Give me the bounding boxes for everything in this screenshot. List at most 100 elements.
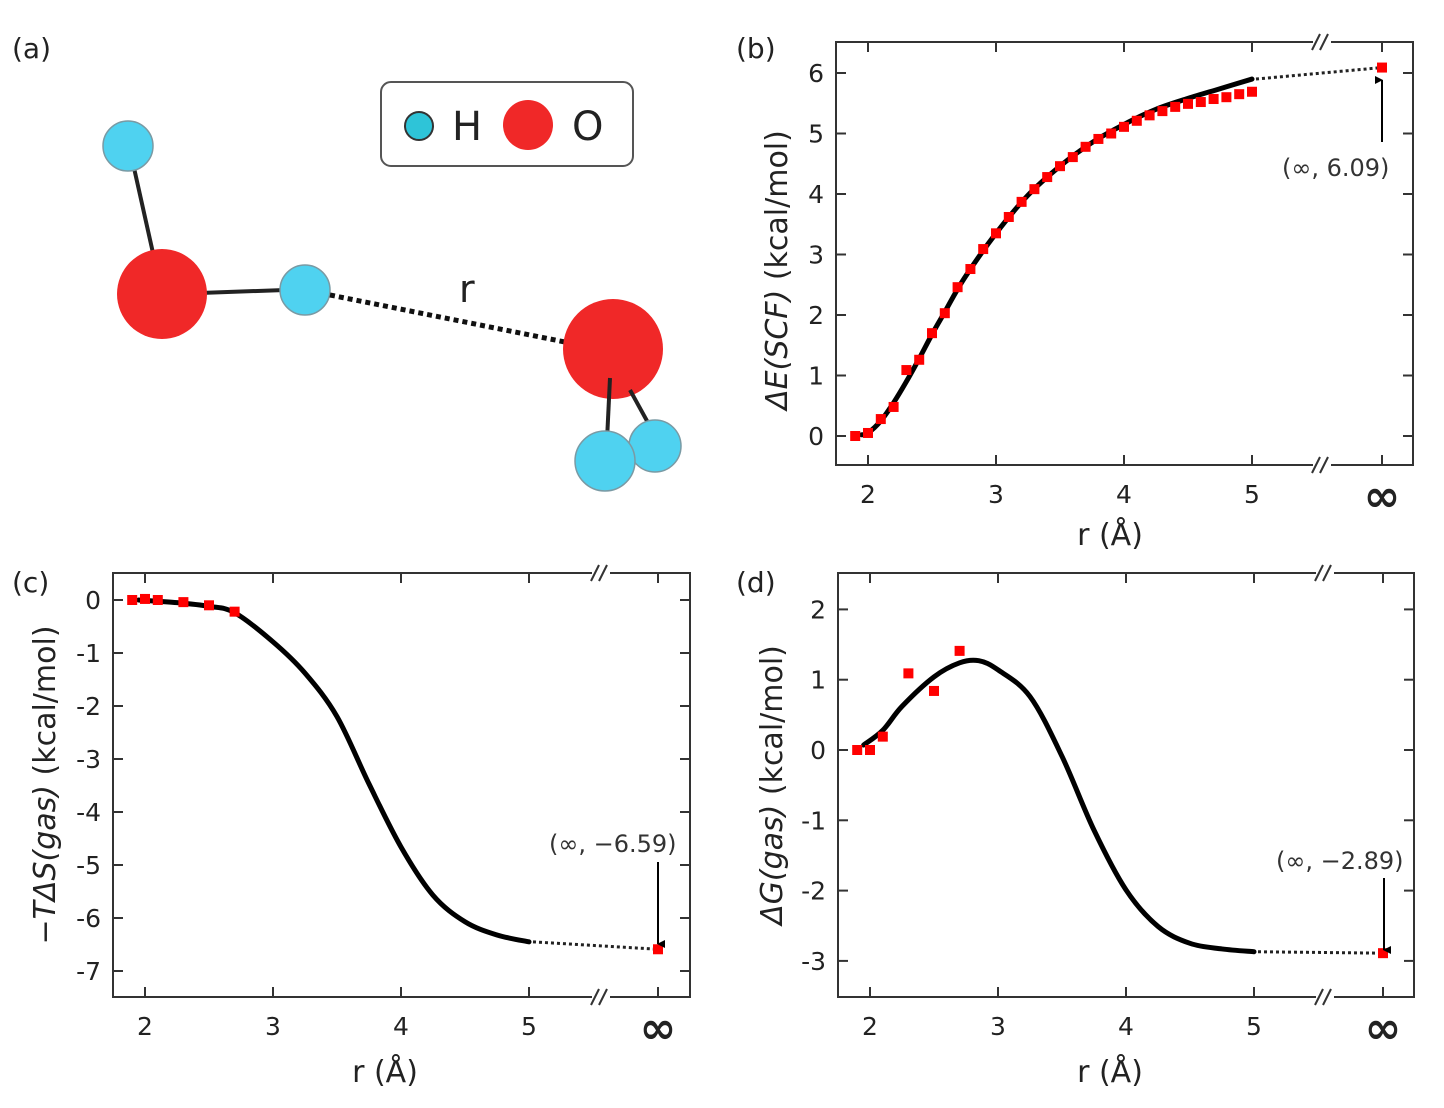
oxygen-atom [563, 299, 663, 399]
y-tick-label: 3 [808, 241, 824, 270]
fit-curve [859, 76, 1255, 438]
y-axis-title: −TΔS(gas) (kcal/mol) [28, 625, 63, 944]
panel-label-b: (b) [736, 32, 776, 65]
x-tick-label: 5 [521, 1012, 537, 1041]
data-point-marker [929, 685, 939, 696]
axis-break-gap [1313, 462, 1331, 468]
y-tick-label: 1 [808, 362, 824, 391]
x-tick-label: 2 [137, 1012, 153, 1041]
y-tick-label: 6 [808, 59, 824, 88]
axis-break-slash [1322, 564, 1332, 582]
x-tick-label-infinity: ∞ [1364, 471, 1401, 522]
infinity-data-point-marker [653, 944, 663, 955]
data-point-marker [1195, 97, 1206, 108]
plot-frame [112, 572, 691, 998]
charts: (b) 2 3 4 5 ∞ 0 1 2 3 4 5 6 r (Å) ΔE(SCF) (kcal/mol) (∞… [12, 32, 1415, 1090]
y-tick-label: -1 [801, 806, 826, 835]
data-point-marker [1221, 92, 1232, 103]
x-axis-title: r (Å) [1077, 1054, 1143, 1090]
data-point-marker [1170, 101, 1181, 112]
axis-break-slash [1314, 564, 1324, 582]
data-point-marker [852, 745, 863, 755]
data-point-marker [1183, 98, 1193, 109]
extrapolation-dotted-line [1257, 950, 1384, 955]
data-point-marker [1016, 196, 1027, 207]
y-tick-label: -4 [76, 798, 101, 827]
oxygen-atom [117, 249, 207, 339]
hydrogen-atom [628, 419, 682, 473]
data-point-marker [991, 228, 1001, 239]
x-tick-label: 4 [393, 1012, 409, 1041]
infinity-data-point-marker [1377, 62, 1387, 73]
y-tick-label: 2 [808, 301, 824, 330]
y-tick-label: -7 [76, 957, 101, 986]
extrapolation-dotted-line [532, 940, 659, 951]
axis-break-slash [598, 564, 608, 582]
data-point-marker [927, 328, 937, 339]
y-tick-label: -1 [76, 639, 101, 668]
x-tick-label: 4 [1118, 1012, 1134, 1041]
chart-panel-d: (d) 2 3 4 5 ∞ 2 1 0 -1 -2 -3 r (Å) ΔG(gas) (kcal/mol)… [736, 564, 1415, 1090]
water-molecule-2 [563, 299, 682, 492]
x-tick-label: 3 [990, 1012, 1006, 1041]
data-point-marker [1067, 152, 1078, 163]
x-axis-title: r (Å) [1077, 517, 1143, 553]
y-tick-label: 0 [85, 586, 101, 615]
data-point-marker [888, 401, 899, 412]
data-point-marker [204, 600, 214, 611]
legend-oxygen-swatch [503, 100, 553, 150]
axis-break-slash [1311, 456, 1321, 474]
x-tick-label: 5 [1244, 480, 1260, 509]
y-tick-label: -3 [801, 947, 826, 976]
y-tick-label: -3 [76, 745, 101, 774]
data-point-marker [1106, 128, 1117, 139]
x-tick-label-infinity: ∞ [640, 1003, 677, 1054]
axis-break-slash [1319, 456, 1329, 474]
panel-label-d: (d) [736, 566, 776, 599]
y-tick-label: -2 [801, 877, 826, 906]
axis-break-slash [590, 564, 600, 582]
distance-label-r: r [459, 267, 475, 311]
data-point-marker [178, 597, 189, 608]
y-axis-title: ΔE(SCF) (kcal/mol) [760, 130, 795, 412]
plot-frame [835, 41, 1414, 466]
legend-hydrogen-swatch [404, 111, 434, 141]
y-axis-title-unit: (kcal/mol) [760, 130, 795, 290]
data-point-marker [865, 745, 875, 755]
data-point-marker [875, 414, 886, 425]
axis-break-slash [598, 988, 608, 1006]
data-point-marker [1080, 141, 1091, 152]
data-point-marker [127, 595, 138, 605]
data-point-marker [903, 668, 914, 679]
x-tick-label: 3 [265, 1012, 281, 1041]
x-tick-label: 3 [988, 480, 1004, 509]
data-point-marker [152, 595, 163, 605]
axis-break-gap [1316, 570, 1334, 576]
x-tick-label-infinity: ∞ [1365, 1003, 1402, 1054]
data-point-marker [914, 354, 925, 365]
data-point-marker [1131, 115, 1142, 126]
axis-break-gap [1313, 39, 1331, 45]
data-point-marker [877, 731, 888, 742]
data-point-marker [952, 282, 963, 293]
data-point-marker [978, 244, 989, 255]
y-tick-label: 1 [810, 666, 826, 695]
bond [605, 377, 612, 441]
infinity-value-annotation: (∞, −2.89) [1276, 847, 1404, 875]
y-tick-label: -2 [76, 692, 101, 721]
data-point-marker [901, 365, 912, 376]
y-axis-title-unit: (kcal/mol) [755, 645, 790, 805]
data-point-marker [939, 308, 950, 319]
hydrogen-bond-distance-line [329, 292, 566, 345]
data-point-marker [1119, 121, 1129, 132]
axis-break-icon [1314, 988, 1334, 1006]
data-point-marker [1003, 211, 1014, 222]
data-point-marker [1042, 172, 1053, 183]
data-point-marker [1055, 161, 1065, 172]
panel-label-a: (a) [12, 32, 51, 65]
axis-break-icon [590, 564, 610, 582]
y-tick-label: 0 [808, 422, 824, 451]
axis-break-icon [1311, 33, 1331, 51]
axis-break-slash [1322, 988, 1332, 1006]
